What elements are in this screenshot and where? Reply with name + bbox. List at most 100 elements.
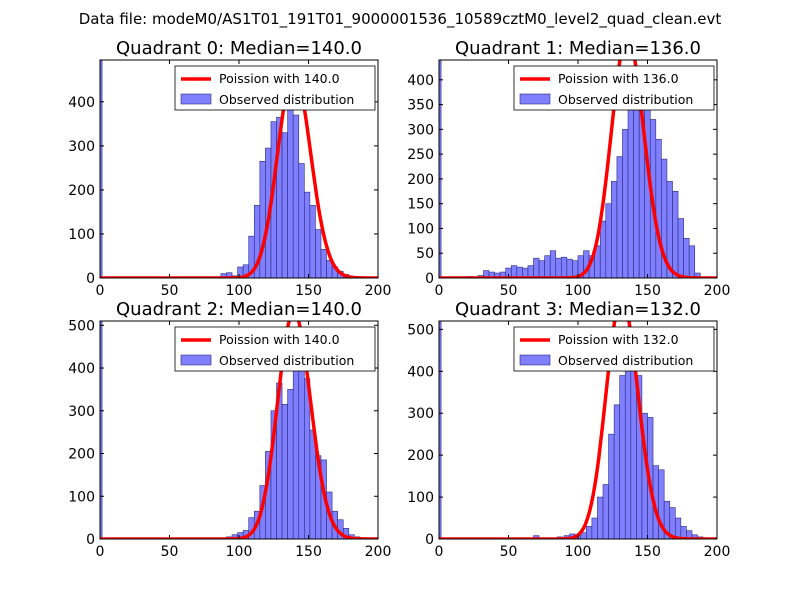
- histogram-bar: [561, 256, 568, 278]
- legend-label: Poission with 132.0: [558, 332, 679, 347]
- x-tick-label: 50: [500, 544, 518, 560]
- histogram-bar: [611, 181, 618, 278]
- histogram-bar: [544, 255, 551, 278]
- y-tick-label: 100: [407, 490, 434, 506]
- histogram-bar: [677, 218, 684, 278]
- histogram-bar: [439, 60, 442, 278]
- plot-area: [439, 60, 717, 278]
- x-tick-label: 100: [226, 544, 253, 560]
- histogram-bar: [259, 160, 266, 278]
- y-tick-label: 300: [407, 122, 434, 138]
- histogram-bar: [281, 404, 288, 539]
- chart-panels: 0 50 100 150 200 0 100 200 300 400 Quadrant 0: Med…: [68, 38, 731, 560]
- chart-title: Quadrant 3: Median=132.0: [455, 299, 701, 320]
- chart-panel-3: 0 50 100 150 200 0 100 200 300 400 500 Quadrant 3: …: [407, 299, 730, 560]
- y-tick-label: 100: [68, 489, 95, 505]
- legend-label: Poission with 136.0: [558, 71, 679, 86]
- y-tick-label: 150: [407, 197, 434, 213]
- y-tick-label: 500: [68, 318, 95, 334]
- y-tick-label: 50: [416, 246, 434, 262]
- x-tick-label: 0: [96, 544, 105, 560]
- y-tick-label: 350: [407, 98, 434, 114]
- y-tick-label: 400: [407, 73, 434, 89]
- histogram-bar: [624, 354, 632, 539]
- x-tick-label: 50: [500, 283, 518, 299]
- histogram-bar: [309, 205, 316, 278]
- histogram-bar: [304, 191, 311, 278]
- histogram-bar: [287, 389, 294, 539]
- histogram-bar: [633, 84, 640, 278]
- histogram-bar: [586, 526, 593, 539]
- y-tick-label: 400: [407, 364, 434, 380]
- histogram-bar: [591, 517, 598, 539]
- histogram-bar: [597, 496, 604, 539]
- y-tick-label: 500: [407, 322, 434, 338]
- histogram-bar: [605, 203, 612, 278]
- x-tick-label: 150: [295, 544, 322, 560]
- x-tick-label: 150: [634, 544, 661, 560]
- histogram-bar: [627, 109, 634, 278]
- histogram-bar: [315, 229, 322, 278]
- x-tick-label: 100: [565, 283, 592, 299]
- x-tick-label: 0: [435, 283, 444, 299]
- histogram-bar: [608, 433, 615, 539]
- histogram-bar: [599, 220, 607, 278]
- histogram-bar: [555, 257, 562, 278]
- x-tick-label: 150: [295, 283, 322, 299]
- y-tick-label: 100: [68, 227, 95, 243]
- chart-panel-2: 0 50 100 150 200 0 100 200 300 400 500 Quadrant 2: …: [68, 299, 391, 560]
- chart-title: Quadrant 0: Median=140.0: [116, 38, 362, 59]
- chart-panel-0: 0 50 100 150 200 0 100 200 300 400 Quadrant 0: Med…: [68, 38, 391, 299]
- x-tick-label: 50: [161, 544, 179, 560]
- x-tick-label: 50: [161, 283, 179, 299]
- histogram-bar: [655, 138, 662, 278]
- legend-bar-swatch: [180, 354, 212, 366]
- histogram-bar: [298, 352, 305, 539]
- histogram-bar: [672, 190, 679, 278]
- legend-label: Poission with 140.0: [219, 71, 340, 86]
- x-tick-label: 100: [226, 283, 253, 299]
- y-tick-label: 400: [68, 361, 95, 377]
- histogram-bar: [100, 60, 103, 278]
- y-tick-label: 250: [407, 147, 434, 163]
- y-tick-label: 0: [86, 271, 95, 287]
- plot-area: [100, 60, 378, 278]
- histogram-bar: [287, 108, 294, 278]
- y-tick-label: 200: [407, 172, 434, 188]
- chart-panel-1: 0 50 100 150 200 0 50 100 150 200 250 300 350 400 Quad…: [407, 38, 731, 299]
- histogram-bar: [281, 132, 288, 278]
- y-tick-label: 0: [86, 532, 95, 548]
- histogram-bar: [298, 163, 305, 278]
- x-tick-label: 100: [565, 544, 592, 560]
- y-tick-label: 200: [68, 183, 95, 199]
- legend-label: Observed distribution: [558, 92, 693, 107]
- chart-title: Quadrant 2: Median=140.0: [116, 299, 362, 320]
- histogram-bar: [616, 156, 623, 278]
- histogram-bar: [533, 257, 540, 278]
- x-tick-label: 150: [634, 283, 661, 299]
- histogram-bar: [439, 321, 442, 539]
- legend-bar-swatch: [180, 93, 212, 105]
- histogram-bar: [619, 375, 626, 539]
- y-tick-label: 300: [68, 139, 95, 155]
- histogram-bar: [683, 238, 690, 278]
- y-tick-label: 0: [425, 271, 434, 287]
- x-tick-label: 200: [704, 283, 731, 299]
- histogram-bar: [510, 265, 518, 278]
- histogram-bar: [320, 249, 327, 278]
- y-tick-label: 0: [425, 532, 434, 548]
- legend-label: Observed distribution: [558, 353, 693, 368]
- histogram-bar: [100, 321, 103, 539]
- histogram-bar: [674, 517, 682, 539]
- histogram-bar: [292, 363, 300, 539]
- y-tick-label: 300: [407, 406, 434, 422]
- histogram-bar: [549, 250, 557, 278]
- chart-title: Quadrant 1: Median=136.0: [455, 38, 701, 59]
- y-tick-label: 300: [68, 404, 95, 420]
- x-tick-label: 200: [704, 544, 731, 560]
- histogram-bar: [566, 258, 573, 278]
- y-tick-label: 200: [68, 447, 95, 463]
- histogram-bar: [688, 245, 696, 278]
- x-tick-label: 0: [96, 283, 105, 299]
